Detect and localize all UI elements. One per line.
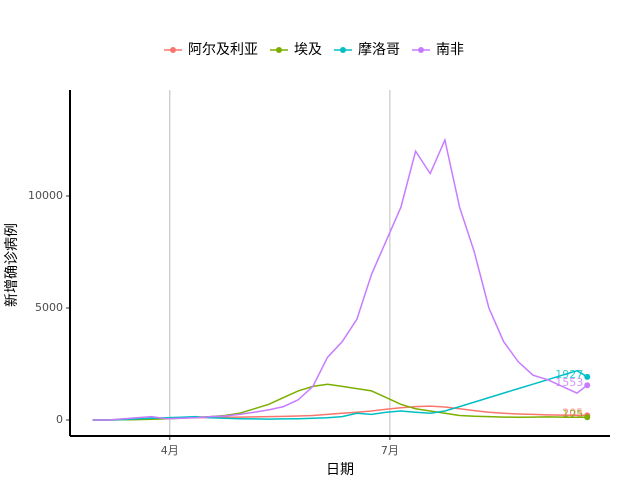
- legend-label: 埃及: [294, 42, 322, 58]
- end-label: 1927: [555, 368, 583, 381]
- series-line: [92, 137, 588, 421]
- y-axis-label: 新增确诊病例: [4, 223, 20, 307]
- legend-label: 南非: [436, 42, 464, 58]
- legend-label: 摩洛哥: [358, 41, 400, 58]
- x-axis-label: 日期: [326, 462, 354, 478]
- legend-swatch-dot: [418, 47, 424, 53]
- x-tick-label: 7月: [381, 444, 399, 457]
- legend-swatch-dot: [340, 47, 346, 53]
- series-line: [92, 369, 588, 421]
- y-tick-label: 0: [56, 413, 63, 426]
- end-point: [584, 373, 591, 380]
- end-point: [584, 414, 591, 421]
- y-tick-label: 10000: [28, 189, 63, 202]
- end-label: 1553: [555, 376, 583, 389]
- legend-swatch-dot: [170, 47, 176, 53]
- legend-label: 阿尔及利亚: [188, 42, 258, 58]
- end-label: 205: [562, 406, 583, 419]
- x-tick-label: 4月: [161, 444, 179, 457]
- y-tick-label: 5000: [35, 301, 63, 314]
- end-label: 125: [562, 408, 583, 421]
- end-point: [584, 382, 591, 389]
- legend-swatch-dot: [276, 47, 282, 53]
